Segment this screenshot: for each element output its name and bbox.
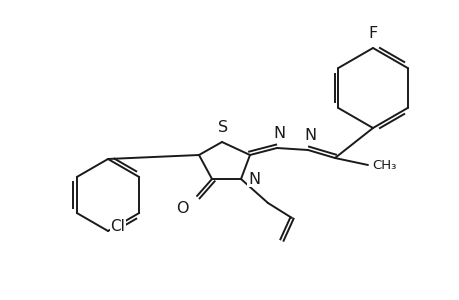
Text: Cl: Cl <box>110 219 125 234</box>
Text: F: F <box>368 26 377 41</box>
Text: O: O <box>176 201 189 216</box>
Text: CH₃: CH₃ <box>371 158 396 172</box>
Text: N: N <box>247 172 259 187</box>
Text: N: N <box>303 128 315 143</box>
Text: N: N <box>272 126 285 141</box>
Text: S: S <box>218 120 228 135</box>
